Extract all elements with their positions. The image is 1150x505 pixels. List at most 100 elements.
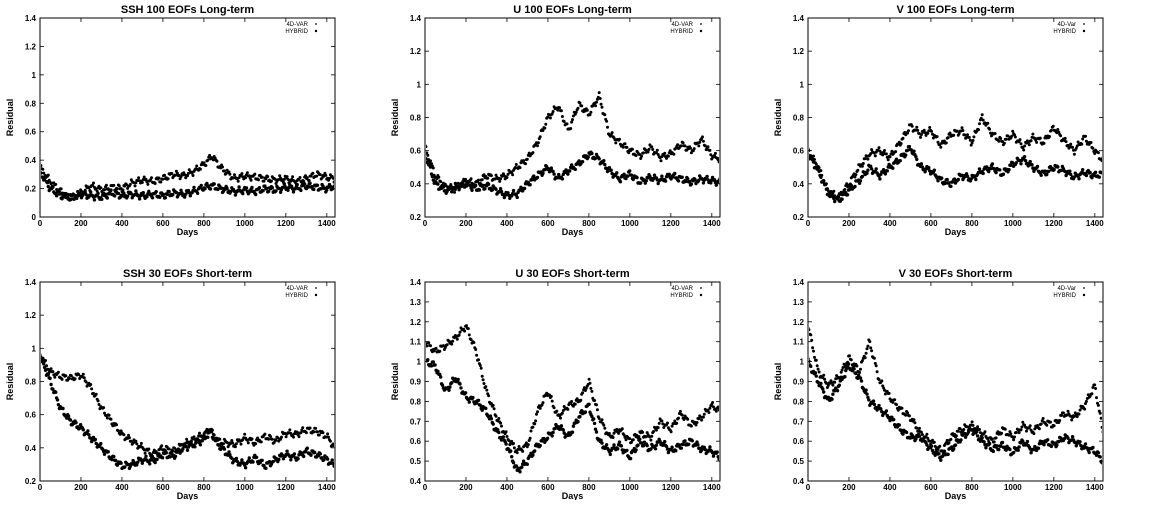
data-point [840,197,844,201]
data-point [853,175,857,179]
data-point [641,430,645,434]
data-point [127,436,131,440]
data-point [489,417,494,421]
data-point [999,444,1003,448]
x-axis-label: Days [562,227,584,237]
data-point [1090,392,1094,396]
data-point [41,166,42,170]
data-point [167,189,171,194]
data-point [1016,448,1020,452]
data-point [966,430,971,434]
data-point [644,179,648,183]
data-point [150,196,155,200]
series-2 [41,354,334,471]
legend-label: HYBRID [285,293,308,299]
series-2 [41,166,334,202]
data-point [930,448,935,453]
data-point [907,144,912,149]
y-tick-label: 0.5 [410,457,422,466]
x-tick-label: 600 [156,483,170,492]
data-point [953,443,958,447]
data-point [1001,140,1004,143]
data-point [59,187,63,191]
data-point [922,436,926,440]
data-point [438,349,442,353]
data-point [440,383,445,387]
data-point [907,414,911,418]
data-point [538,406,542,410]
legend-label: 4D-VAR [286,22,308,28]
data-point [611,436,615,439]
x-tick-label: 600 [541,483,555,492]
x-tick-label: 0 [806,219,811,228]
x-tick-label: 400 [115,219,129,228]
data-point [90,387,94,391]
data-point [139,441,143,445]
data-point [583,410,588,414]
data-point [457,188,461,192]
data-point [860,359,864,363]
data-point [280,435,283,439]
data-point [885,169,889,173]
data-point [1036,424,1039,427]
data-point [692,147,696,151]
data-point [994,436,998,440]
data-point [123,465,127,469]
data-point [714,183,718,187]
data-point [328,439,332,443]
y-tick-label: 1.2 [25,311,37,320]
data-point [687,442,691,446]
data-point [244,186,249,190]
data-point [245,171,249,175]
data-point [683,439,687,443]
data-point [321,431,325,435]
data-point [571,404,575,408]
data-point [298,176,302,179]
data-point [575,397,579,401]
data-point [204,164,208,167]
data-point [816,165,820,169]
data-point [247,174,251,178]
data-point [571,118,574,122]
data-point [288,428,292,432]
data-point [250,185,254,190]
x-tick-label: 200 [459,483,473,492]
x-tick-label: 1200 [662,483,680,492]
data-point [77,373,81,376]
data-point [192,185,196,190]
data-point [906,131,910,135]
y-tick-label: 0.4 [410,477,422,486]
data-point [655,148,659,152]
data-point [864,351,868,355]
data-point [550,112,554,116]
data-point [143,451,147,455]
data-point [216,187,220,192]
data-point [905,148,910,152]
data-point [525,462,529,466]
legend-label: HYBRID [670,293,693,299]
data-point [1090,176,1094,180]
data-point [71,193,75,197]
data-point [933,453,937,457]
data-point [710,175,715,180]
chart-title: SSH 100 EOFs Long-term [121,4,254,16]
y-axis-label: Residual [773,99,783,137]
data-point [607,166,612,170]
data-point [461,180,465,184]
x-tick-label: 1000 [236,483,254,492]
data-point [673,171,677,176]
data-point [160,456,165,460]
data-point [559,109,563,113]
data-point [963,133,967,137]
data-point [104,183,108,187]
data-point [103,192,108,196]
y-tick-label: 0.4 [25,444,37,453]
data-point [1012,438,1016,442]
data-point [900,406,904,410]
data-point [441,344,445,348]
data-point [848,354,851,358]
data-point [588,381,592,385]
data-point [809,154,813,158]
y-axis-label: Residual [390,363,400,401]
